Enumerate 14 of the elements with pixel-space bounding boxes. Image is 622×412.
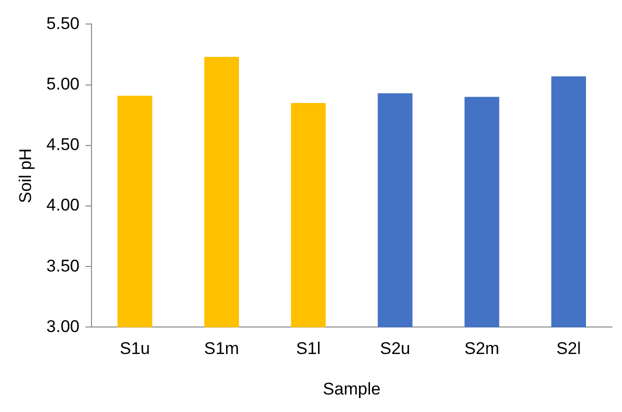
y-tick-label: 4.00: [46, 196, 80, 215]
x-axis-title: Sample: [322, 379, 381, 398]
x-tick-label: S1l: [296, 339, 321, 358]
y-tick-label: 4.50: [46, 135, 80, 154]
y-tick-label: 3.00: [46, 316, 80, 336]
y-tick-label: 5.50: [46, 14, 80, 33]
x-tick-label: S2u: [380, 339, 410, 358]
x-tick-label: S2m: [464, 339, 500, 358]
x-tick-label: S2l: [556, 339, 581, 358]
y-tick-label: 5.00: [46, 74, 80, 94]
x-tick-label: S1u: [120, 339, 150, 358]
x-tick-label: S1m: [204, 339, 240, 358]
y-axis-title: Soil pH: [16, 148, 35, 204]
y-tick-label: 3.50: [46, 256, 80, 276]
